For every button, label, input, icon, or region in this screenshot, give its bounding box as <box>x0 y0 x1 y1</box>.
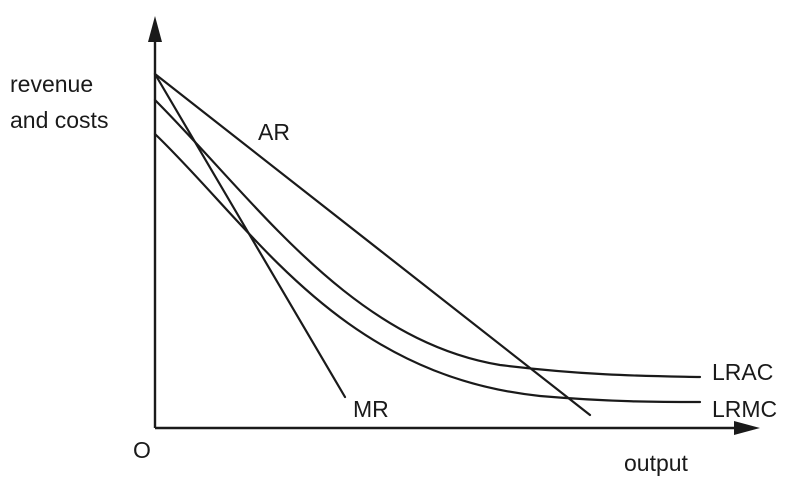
lrac-label: LRAC <box>712 359 773 385</box>
y-axis-label-line1: revenue <box>10 71 93 97</box>
origin-label: O <box>133 437 151 463</box>
lrmc-label: LRMC <box>712 396 777 422</box>
ar-curve <box>153 72 592 417</box>
mr-label: MR <box>353 396 389 422</box>
y-axis-arrowhead <box>148 16 162 42</box>
ar-label: AR <box>258 119 290 145</box>
lrmc-curve <box>153 132 702 404</box>
x-axis-arrowhead <box>734 421 760 435</box>
y-axis-label-line2: and costs <box>10 107 108 133</box>
lrac-curve <box>153 98 702 379</box>
x-axis-label: output <box>624 450 689 476</box>
